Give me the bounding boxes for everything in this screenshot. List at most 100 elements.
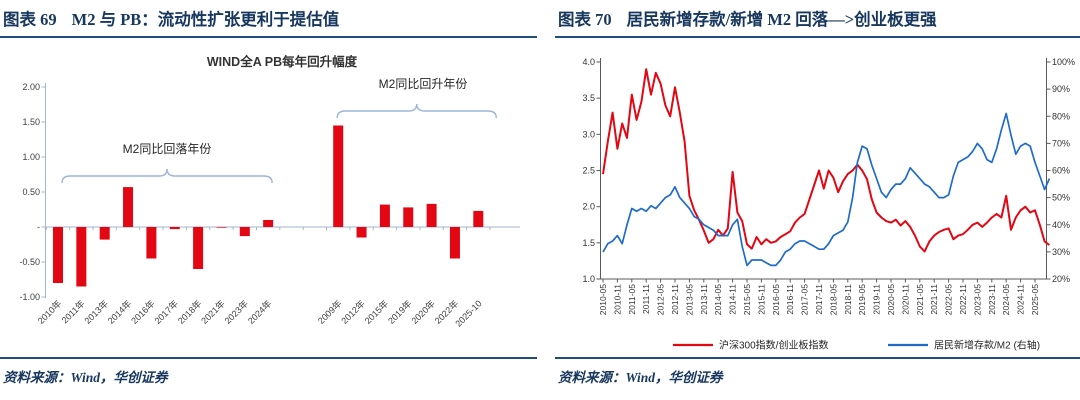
- bar-2020年: [426, 203, 437, 227]
- figure-70-tag: 图表 70: [558, 10, 612, 29]
- annotation-bracket: [61, 168, 273, 184]
- figure-70-panel: 图表 70 居民新增存款/新增 M2 回落—>创业板更强 4.0 3.5 3.0 2.…: [555, 0, 1080, 400]
- annotation-label: M2同比回升年份: [379, 77, 468, 91]
- svg-text:30%: 30%: [1052, 247, 1070, 257]
- svg-text:-0.50: -0.50: [19, 257, 40, 267]
- bar-2023年: [239, 227, 250, 237]
- svg-text:1.0: 1.0: [582, 274, 595, 284]
- svg-text:2013-05: 2013-05: [684, 284, 694, 315]
- svg-text:2.5: 2.5: [582, 166, 595, 176]
- svg-text:-: -: [37, 222, 40, 232]
- svg-text:2016年: 2016年: [129, 298, 157, 326]
- bar-2018年: [193, 227, 204, 269]
- annotation-bracket: [336, 103, 497, 119]
- svg-text:2025-05: 2025-05: [1030, 284, 1040, 315]
- bar-2015年: [379, 204, 390, 227]
- svg-text:20%: 20%: [1052, 274, 1070, 284]
- svg-text:2014年: 2014年: [105, 298, 133, 326]
- figure-69-tag: 图表 69: [3, 10, 57, 29]
- pb-yearly-change-bar-chart: WIND全A PB每年回升幅度 2.00 1.50 1.00 0.50 - -0.50 -1.…: [19, 54, 520, 329]
- figure-69-footer-rule: [0, 357, 537, 359]
- svg-text:-1.00: -1.00: [19, 292, 40, 302]
- svg-text:2011-05: 2011-05: [627, 284, 637, 315]
- svg-text:2010-05: 2010-05: [598, 284, 608, 315]
- svg-text:2021-11: 2021-11: [929, 284, 939, 315]
- legend-label: 居民新增存款/M2 (右轴): [934, 339, 1040, 352]
- svg-text:90%: 90%: [1052, 84, 1070, 94]
- svg-text:60%: 60%: [1052, 166, 1070, 176]
- svg-text:2019-05: 2019-05: [857, 284, 867, 315]
- svg-text:2012-11: 2012-11: [670, 284, 680, 315]
- svg-text:2011-11: 2011-11: [641, 284, 651, 314]
- svg-text:2018年: 2018年: [175, 298, 203, 326]
- svg-text:2024年: 2024年: [245, 298, 273, 326]
- svg-text:2015年: 2015年: [362, 298, 390, 326]
- figure-69-heading: 图表 69 M2 与 PB：流动性扩张更利于提估值: [3, 6, 339, 30]
- svg-text:1.50: 1.50: [22, 117, 40, 127]
- legend-label: 沪深300指数/创业板指数: [719, 339, 828, 352]
- svg-text:2013-11: 2013-11: [699, 284, 709, 315]
- svg-text:2022-11: 2022-11: [958, 284, 968, 315]
- svg-text:2024-11: 2024-11: [1016, 284, 1026, 315]
- annotation-label: M2同比回落年份: [123, 142, 212, 156]
- svg-text:2021-05: 2021-05: [915, 284, 925, 315]
- svg-text:2024-05: 2024-05: [1001, 284, 1011, 315]
- bar-2009年: [333, 125, 344, 227]
- svg-text:4.0: 4.0: [582, 57, 595, 67]
- series-line: [602, 112, 1051, 267]
- svg-text:2015-11: 2015-11: [756, 284, 766, 315]
- svg-text:2013年: 2013年: [82, 298, 110, 326]
- svg-text:2014-11: 2014-11: [728, 284, 738, 315]
- svg-text:2014-05: 2014-05: [713, 284, 723, 315]
- bar-2021年: [216, 227, 227, 228]
- svg-text:70%: 70%: [1052, 138, 1070, 148]
- bar-chart-title: WIND全A PB每年回升幅度: [207, 54, 358, 69]
- svg-text:2.0: 2.0: [582, 202, 595, 212]
- svg-text:50%: 50%: [1052, 193, 1070, 203]
- figure-70-source-note: 资料来源：Wind，华创证券: [558, 370, 723, 385]
- svg-text:2.00: 2.00: [22, 82, 40, 92]
- svg-text:3.5: 3.5: [582, 93, 595, 103]
- deposit-m2-line-chart: 4.0 3.5 3.0 2.5 2.0 1.5 1.0 100% 90% 80% 70% 60% 50%…: [582, 57, 1075, 352]
- figure-70-footer-rule: [555, 357, 1080, 359]
- svg-text:40%: 40%: [1052, 220, 1070, 230]
- svg-text:2015-05: 2015-05: [742, 284, 752, 315]
- bar-2013年: [99, 227, 110, 240]
- svg-text:1.00: 1.00: [22, 152, 40, 162]
- svg-text:2017-11: 2017-11: [814, 284, 824, 315]
- bar-2014年: [123, 187, 134, 227]
- svg-text:2023年: 2023年: [222, 298, 250, 326]
- svg-text:2022-05: 2022-05: [944, 284, 954, 315]
- bar-2016年: [146, 227, 157, 259]
- figure-69-source-note: 资料来源：Wind，华创证券: [3, 370, 168, 385]
- bar-2010年: [53, 227, 63, 283]
- series-line: [602, 68, 1050, 253]
- svg-text:2016-11: 2016-11: [785, 284, 795, 315]
- svg-text:2023-11: 2023-11: [987, 284, 997, 315]
- svg-text:2021年: 2021年: [199, 298, 227, 326]
- svg-text:2020年: 2020年: [409, 298, 437, 326]
- svg-text:80%: 80%: [1052, 111, 1070, 121]
- svg-text:2017年: 2017年: [152, 298, 180, 326]
- svg-text:2020-11: 2020-11: [900, 284, 910, 315]
- bar-2017年: [169, 227, 180, 230]
- svg-text:2011年: 2011年: [59, 298, 87, 326]
- figure-70-heading: 图表 70 居民新增存款/新增 M2 回落—>创业板更强: [558, 6, 937, 30]
- figure-69-header-rule: [0, 36, 537, 38]
- svg-text:2010-11: 2010-11: [612, 284, 622, 315]
- svg-text:2018-11: 2018-11: [843, 284, 853, 315]
- svg-text:2012年: 2012年: [339, 298, 367, 326]
- bar-2011年: [76, 227, 87, 287]
- svg-text:100%: 100%: [1052, 57, 1075, 67]
- figure-69-title: M2 与 PB：流动性扩张更利于提估值: [71, 10, 340, 29]
- bar-2022年: [449, 227, 460, 259]
- svg-text:2009年: 2009年: [315, 298, 343, 326]
- bar-2012年: [356, 227, 367, 238]
- svg-text:2020-05: 2020-05: [886, 284, 896, 315]
- figure-70-title: 居民新增存款/新增 M2 回落—>创业板更强: [626, 10, 937, 29]
- svg-text:1.5: 1.5: [582, 238, 595, 248]
- svg-text:2012-05: 2012-05: [656, 284, 666, 315]
- bar-2025-10: [473, 210, 484, 227]
- svg-text:2019-11: 2019-11: [872, 284, 882, 315]
